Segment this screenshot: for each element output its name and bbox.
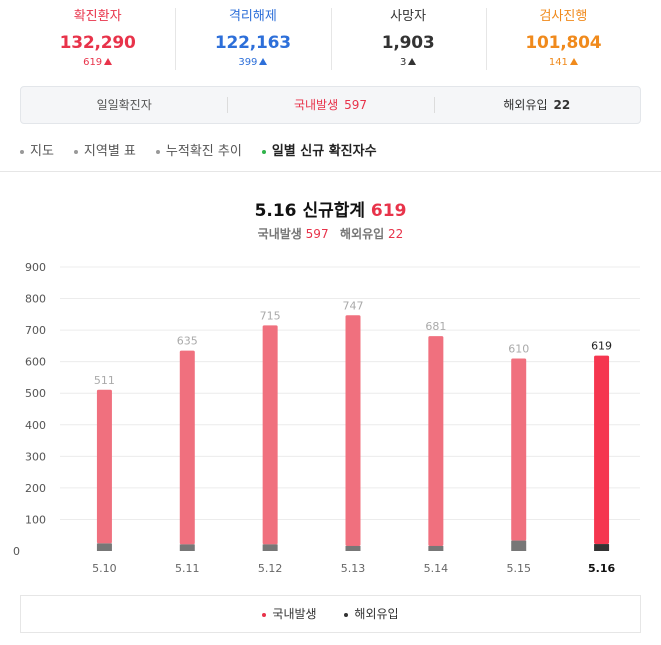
subtitle-overseas-label: 해외유입 — [340, 227, 385, 241]
bar-overseas — [262, 544, 278, 551]
chart-title-total: 619 — [370, 201, 407, 221]
y-tick-label: 600 — [25, 356, 46, 369]
tab-region-table[interactable]: 지역별 표 — [73, 140, 136, 160]
stat-label: 확진환자 — [73, 9, 122, 24]
stat-change-value: 619 — [83, 57, 103, 68]
chart-title-date: 5.16 — [254, 201, 297, 221]
overseas-value: 22 — [553, 98, 571, 112]
up-arrow-icon — [104, 58, 113, 65]
stat-label: 격리해제 — [228, 9, 277, 24]
legend-domestic: 국내발생 — [262, 607, 317, 621]
stats-panel: 확진환자 132,290 619 격리해제 122,163 399 사망자 1,… — [20, 6, 641, 72]
subtitle-domestic-label: 국내발생 — [257, 227, 302, 241]
up-arrow-icon — [569, 58, 578, 65]
chart-title-text: 신규합계 — [302, 201, 365, 221]
x-tick-label: 5.12 — [258, 562, 283, 575]
bar-domestic — [511, 358, 527, 541]
stat-change-value: 3 — [399, 57, 407, 68]
bullet-icon — [155, 149, 160, 154]
x-tick-label: 5.16 — [588, 562, 615, 575]
up-arrow-icon — [259, 58, 268, 65]
stat-change: 141 — [486, 57, 641, 69]
bar-overseas — [179, 544, 195, 551]
data-label: 747 — [343, 299, 364, 312]
x-tick-label: 5.15 — [506, 562, 531, 575]
stat-change: 619 — [20, 57, 175, 69]
y-tick-label: 800 — [25, 293, 46, 306]
divider — [0, 171, 661, 172]
chart-legend: 국내발생 해외유입 — [20, 595, 641, 633]
stat-label: 사망자 — [390, 9, 427, 24]
data-label: 635 — [177, 335, 198, 348]
up-arrow-icon — [408, 58, 417, 65]
bullet-icon — [261, 149, 266, 154]
bar-domestic — [594, 355, 610, 545]
stat-value: 1,903 — [381, 33, 435, 53]
bar-domestic — [345, 315, 361, 546]
chart-tabs: 지도 지역별 표 누적확진 추이 일별 신규 확진자수 — [20, 140, 397, 160]
subtitle-overseas-value: 22 — [388, 227, 404, 241]
chart-subtitle: 국내발생 597 해외유입 22 — [0, 225, 661, 242]
stat-value: 132,290 — [59, 33, 136, 53]
daily-breakdown-bar: 일일확진자 국내발생 597 해외유입 22 — [20, 86, 641, 124]
tab-map[interactable]: 지도 — [20, 140, 54, 160]
y-tick-label: 100 — [25, 513, 46, 526]
x-tick-label: 5.11 — [175, 562, 200, 575]
tab-cumulative-trend[interactable]: 누적확진 추이 — [155, 140, 242, 160]
stat-released: 격리해제 122,163 399 — [175, 6, 330, 72]
legend-overseas: 해외유입 — [344, 607, 399, 621]
domestic-label: 국내발생 — [293, 98, 339, 112]
domestic-value: 597 — [344, 98, 368, 112]
y-tick-label: 200 — [25, 482, 46, 495]
y-tick-label: 400 — [25, 419, 46, 432]
bar-overseas — [511, 540, 527, 551]
stat-value: 122,163 — [214, 33, 291, 53]
x-tick-label: 5.13 — [341, 562, 366, 575]
bar-overseas — [594, 544, 610, 551]
data-label: 619 — [591, 340, 612, 353]
y-tick-label: 500 — [25, 387, 46, 400]
bar-domestic — [262, 325, 278, 545]
y-tick-label: 900 — [25, 261, 46, 274]
bar-overseas — [428, 545, 444, 551]
legend-dot-icon — [344, 612, 349, 617]
stat-testing: 검사진행 101,804 141 — [485, 6, 641, 72]
stat-change-value: 141 — [548, 57, 568, 68]
overseas-label: 해외유입 — [503, 98, 548, 112]
legend-dot-icon — [262, 612, 267, 617]
stat-deaths: 사망자 1,903 3 — [330, 6, 486, 72]
y-tick-label: 300 — [25, 450, 46, 463]
data-label: 610 — [508, 343, 529, 356]
daily-confirmed-label: 일일확진자 — [96, 98, 152, 112]
tab-daily-new-cases[interactable]: 일별 신규 확진자수 — [261, 140, 377, 160]
bar-domestic — [179, 350, 195, 545]
bullet-icon — [73, 149, 78, 154]
stat-value: 101,804 — [525, 33, 602, 53]
domestic-count: 국내발생 597 — [227, 87, 433, 123]
stat-confirmed: 확진환자 132,290 619 — [20, 6, 175, 72]
data-label: 715 — [260, 309, 281, 322]
data-label: 681 — [425, 320, 446, 333]
bar-domestic — [96, 389, 112, 544]
bar-overseas — [345, 545, 361, 551]
bar-domestic — [428, 336, 444, 546]
y-tick-label: 0 — [13, 545, 20, 558]
subtitle-domestic-value: 597 — [305, 227, 329, 241]
x-tick-label: 5.10 — [92, 562, 117, 575]
bar-overseas — [96, 543, 112, 551]
daily-cases-bar-chart: 0 100 200 300 400 500 600 700 800 900 511 5.10 635 5.… — [13, 261, 640, 575]
stat-change-value: 399 — [238, 57, 258, 68]
y-tick-label: 700 — [25, 324, 46, 337]
chart-title: 5.16 신규합계 619 — [0, 196, 661, 221]
overseas-count: 해외유입 22 — [433, 87, 640, 123]
stat-change: 3 — [331, 57, 486, 69]
stat-label: 검사진행 — [539, 9, 588, 24]
bullet-icon — [20, 149, 24, 154]
x-tick-label: 5.14 — [424, 562, 449, 575]
stat-change: 399 — [175, 57, 330, 69]
data-label: 511 — [94, 374, 115, 387]
